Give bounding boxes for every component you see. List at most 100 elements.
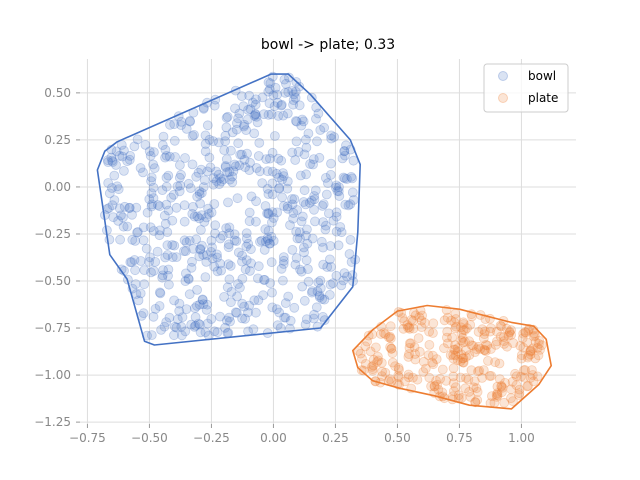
bowl-point [145, 150, 156, 161]
bowl-point [244, 90, 255, 101]
bowl-point [145, 252, 155, 263]
bowl-point [308, 159, 318, 170]
plate-point [456, 329, 467, 339]
plate-point [486, 391, 497, 402]
bowl-point [223, 327, 234, 338]
bowl-point [233, 279, 243, 289]
plate-point [450, 344, 461, 355]
bowl-point [220, 136, 231, 147]
bowl-point [269, 101, 280, 112]
plate-point [448, 378, 459, 389]
bowl-point [328, 278, 338, 289]
bowl-point [144, 194, 155, 205]
plate-point [393, 372, 404, 383]
plate-point [418, 356, 429, 367]
plate-point [497, 382, 508, 393]
plate-point [357, 353, 367, 364]
bowl-point [185, 116, 196, 127]
bowl-point [163, 170, 174, 181]
bowl-point [240, 313, 251, 324]
bowl-point [250, 94, 261, 105]
bowl-point [139, 265, 150, 276]
plate-point [522, 352, 533, 363]
bowl-point [336, 280, 347, 291]
plate-point [450, 340, 461, 351]
bowl-point [183, 178, 194, 189]
bowl-point [161, 150, 172, 161]
bowl-point [249, 295, 260, 306]
bowl-point [165, 119, 175, 130]
plate-point [464, 336, 475, 347]
plate-point [451, 321, 462, 332]
bowl-point [119, 201, 130, 212]
bowl-point [141, 243, 152, 254]
plate-point [532, 342, 543, 353]
plate-point [450, 350, 461, 361]
bowl-point [206, 207, 217, 218]
plate-point [471, 344, 482, 355]
bowl-point [188, 243, 199, 254]
bowl-point [336, 227, 347, 238]
bowl-point [195, 225, 206, 235]
plate-point [464, 350, 475, 361]
plate-point [406, 314, 417, 325]
bowl-point [223, 242, 234, 253]
bowl-point [188, 201, 198, 212]
bowl-point [288, 95, 299, 105]
bowl-point [299, 295, 310, 306]
bowl-point [245, 157, 255, 168]
plate-point [432, 379, 443, 390]
bowl-point [266, 217, 277, 228]
bowl-point [231, 236, 242, 247]
plate-point [446, 315, 457, 326]
bowl-point [223, 239, 234, 250]
bowl-point [293, 146, 304, 157]
x-tick-label: −0.75 [69, 431, 106, 445]
bowl-point [297, 114, 308, 125]
bowl-point [145, 222, 156, 233]
plate-point [474, 365, 485, 376]
bowl-point [247, 97, 258, 108]
bowl-point [241, 241, 252, 252]
bowl-point [294, 81, 305, 92]
bowl-point [203, 208, 214, 219]
bowl-point [180, 268, 191, 279]
bowl-point [331, 226, 342, 237]
plate-point [486, 323, 496, 334]
bowl-point [195, 327, 206, 338]
bowl-point [254, 166, 265, 177]
bowl-point [278, 201, 289, 211]
bowl-point [138, 167, 148, 178]
bowl-point [262, 208, 273, 219]
plate-point [368, 354, 379, 365]
bowl-point [238, 121, 249, 132]
plate-point [498, 336, 509, 347]
bowl-point [209, 326, 220, 337]
bowl-point [290, 259, 301, 270]
plate-point [495, 320, 506, 331]
bowl-point [225, 297, 236, 308]
bowl-point [135, 163, 146, 173]
plate-point [516, 350, 527, 361]
plate-point [458, 357, 468, 368]
plate-point [442, 326, 453, 337]
bowl-point [148, 193, 159, 204]
bowl-point [223, 259, 234, 270]
x-tick-label: 0.25 [322, 431, 349, 445]
bowl-point [103, 157, 113, 168]
bowl-point [303, 128, 314, 139]
plate-point [473, 341, 484, 352]
bowl-point [301, 224, 312, 235]
bowl-point [171, 252, 182, 263]
bowl-point [344, 249, 355, 259]
bowl-point [265, 278, 276, 289]
plate-point [515, 340, 526, 351]
plate-point [482, 340, 493, 351]
bowl-point [130, 279, 141, 290]
bowl-point [207, 253, 218, 264]
plate-point [410, 310, 421, 321]
bowl-point [292, 205, 303, 215]
plate-point [523, 350, 534, 361]
bowl-point [274, 172, 284, 183]
plate-point [368, 360, 379, 371]
